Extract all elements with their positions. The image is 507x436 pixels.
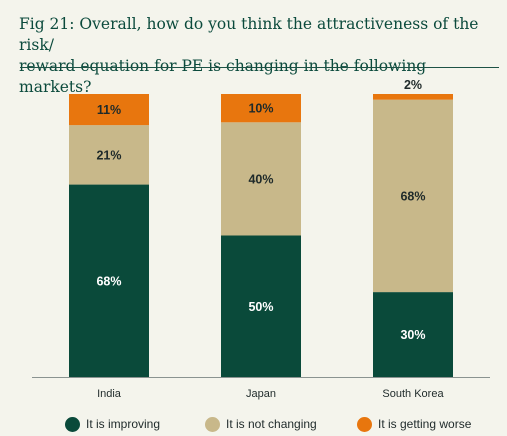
data-label-south-korea-not-changing: 68%: [400, 189, 425, 203]
legend-label-getting-worse: It is getting worse: [378, 417, 472, 431]
data-label-south-korea-getting-worse: 2%: [404, 78, 422, 92]
bar-japan-improving: [221, 235, 301, 377]
x-tick-label-japan: Japan: [246, 388, 276, 400]
chart-legend: It is improving It is not changing It is…: [0, 413, 507, 435]
x-tick-label-india: India: [97, 388, 122, 400]
legend-label-improving: It is improving: [86, 417, 161, 431]
legend-swatch-not-changing: [205, 416, 220, 432]
bar-japan-getting-worse: [221, 94, 301, 123]
bar-india-not-changing: [69, 125, 149, 185]
data-label-india-not-changing: 21%: [96, 148, 121, 162]
bar-india-getting-worse: [69, 94, 149, 126]
bar-south-korea-getting-worse: [373, 94, 453, 100]
data-label-south-korea-improving: 30%: [400, 328, 425, 342]
legend-label-not-changing: It is not changing: [226, 417, 317, 431]
legend-swatch-improving: [65, 416, 80, 432]
data-label-india-improving: 68%: [96, 274, 121, 288]
legend-item-getting-worse: It is getting worse: [357, 413, 471, 435]
chart-title: Fig 21: Overall, how do you think the at…: [19, 15, 479, 96]
x-tick-label-south-korea: South Korea: [382, 388, 444, 400]
bar-japan-not-changing: [221, 122, 301, 236]
legend-item-improving: It is improving: [65, 413, 160, 435]
bar-india-improving: [69, 184, 149, 377]
data-label-japan-not-changing: 40%: [248, 172, 273, 186]
data-label-india-getting-worse: 11%: [97, 103, 121, 117]
legend-swatch-getting-worse: [357, 416, 372, 432]
legend-item-not-changing: It is not changing: [205, 413, 317, 435]
data-label-japan-improving: 50%: [248, 300, 273, 314]
title-divider: [20, 67, 499, 68]
bar-south-korea-not-changing: [373, 99, 453, 293]
data-label-japan-getting-worse: 10%: [248, 102, 273, 116]
bar-south-korea-improving: [373, 292, 453, 377]
